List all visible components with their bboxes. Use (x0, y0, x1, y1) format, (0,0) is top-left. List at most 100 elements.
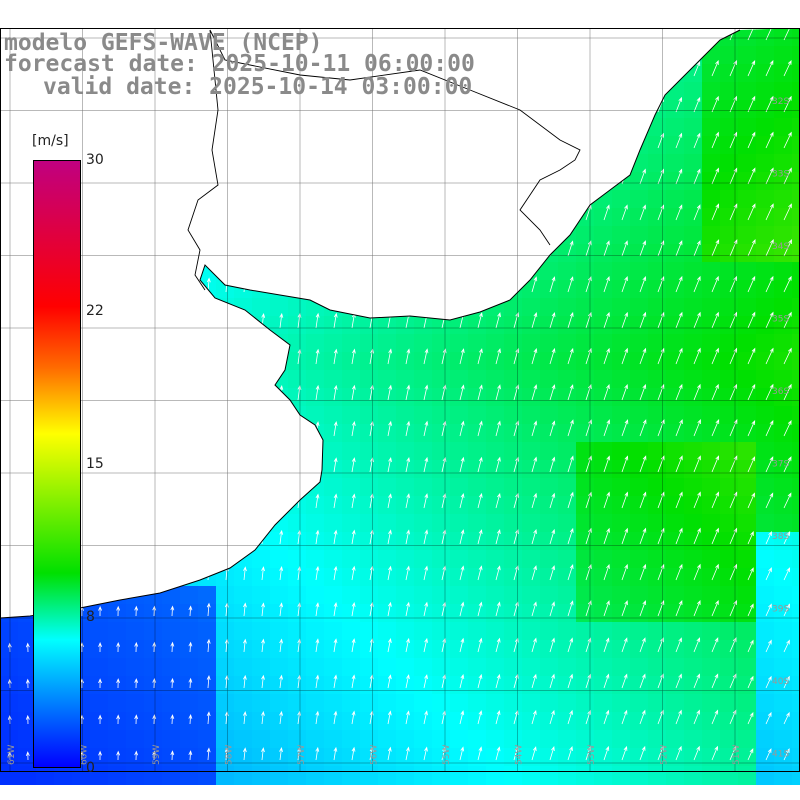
wind-cell (558, 316, 577, 335)
wind-cell (396, 406, 415, 425)
wind-cell (360, 406, 379, 425)
wind-cell (594, 496, 613, 515)
wind-cell (612, 604, 631, 623)
wind-arrow (549, 528, 556, 545)
wind-arrow (639, 383, 647, 401)
wind-cell (594, 262, 613, 281)
wind-cell (486, 658, 505, 677)
wind-cell (594, 208, 613, 227)
wind-cell (702, 388, 721, 407)
wind-cell (144, 694, 163, 713)
wind-cell (702, 244, 721, 263)
wind-cell (594, 244, 613, 263)
wind-arrow (711, 383, 719, 401)
wind-cell (378, 694, 397, 713)
wind-arrow (603, 709, 610, 725)
wind-cell (450, 478, 469, 497)
wind-arrow (765, 603, 772, 617)
wind-cell (666, 478, 685, 497)
wind-cell (702, 478, 721, 497)
wind-arrow (459, 529, 465, 545)
wind-cell (540, 640, 559, 659)
wind-cell (756, 460, 775, 479)
wind-cell (594, 604, 613, 623)
wind-cell (432, 370, 451, 389)
wind-arrow (98, 678, 102, 689)
wind-cell (324, 316, 343, 335)
wind-arrow (531, 565, 537, 581)
wind-cell (522, 604, 541, 623)
wind-cell (702, 442, 721, 461)
wind-arrow (621, 600, 628, 617)
wind-cell (486, 568, 505, 587)
wind-cell (342, 388, 361, 407)
wind-cell (594, 748, 613, 767)
wind-cell (792, 694, 800, 713)
wind-cell (648, 136, 667, 155)
wind-cell (252, 568, 271, 587)
wind-cell (738, 316, 757, 335)
wind-arrow (333, 421, 338, 437)
wind-cell (720, 334, 739, 353)
wind-cell (432, 460, 451, 479)
wind-arrow (693, 599, 701, 617)
wind-cell (756, 118, 775, 137)
wind-cell (738, 496, 757, 515)
wind-cell (360, 622, 379, 641)
wind-cell (792, 118, 800, 137)
wind-cell (324, 694, 343, 713)
wind-cell (558, 568, 577, 587)
wind-cell (450, 316, 469, 335)
wind-arrow (783, 347, 792, 365)
wind-cell (504, 316, 523, 335)
wind-cell (234, 766, 253, 785)
wind-arrow (675, 600, 683, 617)
wind-arrow (531, 276, 538, 293)
wind-arrow (405, 529, 410, 545)
wind-arrow (567, 709, 573, 725)
wind-cell (378, 712, 397, 731)
wind-cell (684, 514, 703, 533)
wind-cell (252, 298, 271, 317)
wind-arrow (711, 419, 720, 437)
wind-cell (648, 586, 667, 605)
wind-cell (720, 370, 739, 389)
wind-cell (18, 730, 37, 749)
wind-arrow (783, 603, 790, 617)
wind-cell (612, 298, 631, 317)
wind-cell (558, 604, 577, 623)
wind-arrow (25, 751, 30, 761)
wind-arrow (585, 745, 592, 761)
wind-cell (720, 622, 739, 641)
wind-cell (486, 730, 505, 749)
wind-cell (108, 622, 127, 641)
wind-cell (432, 694, 451, 713)
wind-arrow (693, 204, 701, 221)
wind-cell (612, 550, 631, 569)
wind-cell (468, 748, 487, 767)
wind-arrow (783, 203, 792, 221)
wind-cell (594, 730, 613, 749)
wind-cell (504, 352, 523, 371)
wind-cell (342, 478, 361, 497)
wind-arrow (387, 384, 393, 401)
colorbar-tick: 0 (86, 760, 95, 776)
wind-arrow (170, 714, 175, 725)
wind-cell (342, 532, 361, 551)
wind-cell (108, 748, 127, 767)
wind-cell (594, 334, 613, 353)
wind-cell (540, 586, 559, 605)
wind-arrow (297, 638, 302, 653)
colorbar-tick: 15 (86, 456, 104, 472)
wind-arrow (315, 638, 320, 653)
wind-arrow (711, 167, 719, 185)
wind-cell (396, 442, 415, 461)
wind-cell (738, 640, 757, 659)
wind-arrow (423, 565, 429, 581)
wind-cell (522, 280, 541, 299)
wind-cell (324, 370, 343, 389)
wind-cell (792, 136, 800, 155)
wind-cell (720, 262, 739, 281)
wind-cell (648, 208, 667, 227)
wind-cell (594, 766, 613, 785)
